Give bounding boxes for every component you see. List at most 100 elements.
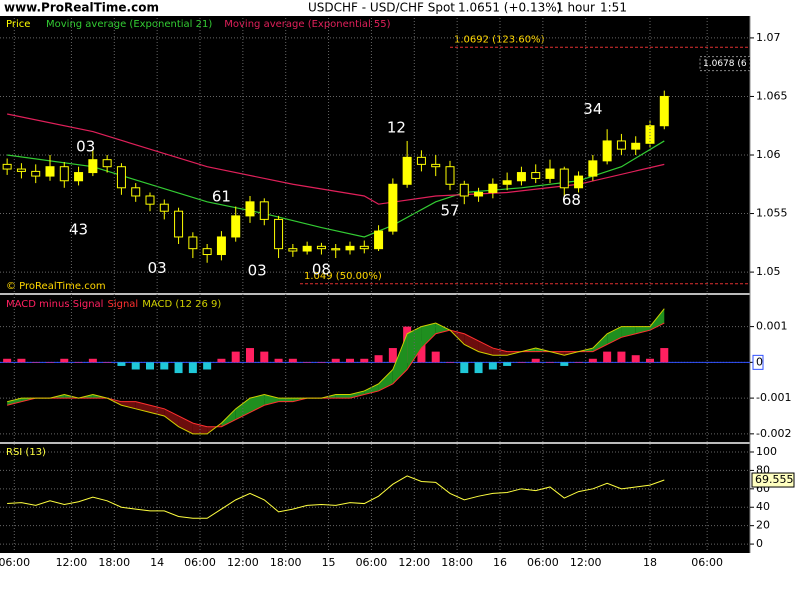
- macd-signal-fill: [178, 415, 193, 434]
- candle-body: [345, 245, 355, 251]
- histogram-bar: [617, 351, 626, 363]
- marker-box: [699, 56, 751, 72]
- marker-label: 1.0678 (6: [703, 59, 747, 69]
- candle-body: [631, 142, 641, 150]
- candle-body: [159, 203, 169, 212]
- x-tick-label: 06:00: [527, 556, 559, 569]
- macd-signal-fill: [335, 394, 350, 399]
- histogram-bar: [660, 348, 669, 363]
- macd-signal-fill: [250, 394, 265, 413]
- macd-signal-fill: [635, 326, 650, 334]
- macd-signal-fill: [192, 423, 208, 434]
- histogram-bar: [31, 362, 40, 363]
- candle-body: [459, 183, 469, 197]
- candle-body: [188, 236, 198, 250]
- histogram-bar: [60, 358, 69, 363]
- x-tick-label: 12:00: [227, 556, 259, 569]
- x-tick-label: 18:00: [98, 556, 130, 569]
- candle-body: [259, 201, 269, 220]
- histogram-bar: [488, 362, 497, 370]
- candle-body: [74, 172, 84, 182]
- histogram-bar: [131, 362, 140, 370]
- histogram-bar: [188, 362, 197, 374]
- macd-signal-fill: [650, 308, 665, 331]
- y-tick-label: 1.05: [756, 265, 781, 278]
- candle-body: [145, 195, 155, 205]
- x-tick-label: 16: [493, 556, 507, 569]
- legend-entry: MACD minus Signal: [6, 299, 103, 310]
- histogram-bar: [417, 340, 426, 363]
- histogram-bar: [160, 362, 169, 370]
- x-tick-label: 18:00: [441, 556, 473, 569]
- instrument: USDCHF - USD/CHF Spot: [308, 1, 455, 15]
- macd-signal-fill: [478, 340, 493, 356]
- candle-body: [374, 230, 384, 250]
- histogram-bar: [46, 362, 54, 363]
- y-tick-label: 1.055: [756, 207, 788, 220]
- annotation: 61: [212, 188, 231, 206]
- macd-signal-fill: [621, 326, 636, 338]
- histogram-bar: [231, 351, 240, 363]
- histogram-bar: [460, 362, 469, 374]
- annotation: 57: [440, 202, 459, 220]
- candle-body: [659, 95, 669, 127]
- candle-body: [59, 166, 69, 182]
- plot-background: [0, 16, 750, 553]
- histogram-bar: [517, 362, 526, 363]
- candle-body: [588, 160, 598, 177]
- candle-body: [602, 140, 612, 162]
- x-tick-label: 12:00: [56, 556, 88, 569]
- x-tick-label: 12:00: [570, 556, 602, 569]
- histogram-bar: [146, 362, 154, 370]
- histogram-bar: [3, 358, 12, 363]
- candle-body: [16, 168, 26, 172]
- candle-body: [45, 166, 55, 177]
- candle-body: [274, 218, 284, 250]
- y-tick-label: 40: [756, 500, 770, 513]
- candle-body: [616, 140, 626, 150]
- x-tick-label: 15: [322, 556, 336, 569]
- histogram-bar: [303, 362, 312, 363]
- annotation: 03: [248, 261, 267, 279]
- quote: 1.0651 (+0.13%): [458, 1, 561, 15]
- histogram-bar: [631, 355, 640, 363]
- x-tick-label: 18: [643, 556, 657, 569]
- histogram-bar: [431, 351, 440, 363]
- histogram-bar: [17, 358, 26, 363]
- candle-body: [316, 245, 326, 250]
- annotation: 34: [583, 100, 602, 118]
- candle-body: [2, 163, 12, 170]
- annotation: 68: [562, 191, 581, 209]
- candle-body: [231, 215, 241, 238]
- candle-body: [559, 168, 569, 189]
- histogram-bar: [274, 358, 283, 363]
- macd-line: [7, 308, 665, 435]
- x-tick-label: 06:00: [356, 556, 388, 569]
- macd-signal-fill: [607, 326, 622, 345]
- y-tick-label: 100: [756, 445, 777, 458]
- legend-entry: Price: [6, 19, 30, 30]
- candle-body: [88, 159, 98, 174]
- histogram-bar: [346, 358, 354, 363]
- y-tick-label: 0: [756, 355, 763, 368]
- value-label: 69.555: [755, 473, 794, 486]
- histogram-bar: [117, 362, 126, 366]
- macd-signal-fill: [7, 398, 22, 406]
- candle-body: [574, 175, 584, 189]
- histogram-bar: [531, 358, 540, 363]
- y-tick-label: 1.065: [756, 89, 788, 102]
- histogram-bar: [546, 362, 554, 363]
- histogram-bar: [246, 348, 254, 363]
- level-label: 1.0692 (123.60%): [454, 34, 545, 45]
- candle-body: [545, 168, 555, 179]
- clock: 1:51: [600, 1, 627, 15]
- histogram-bar: [360, 358, 369, 363]
- site-name: www.ProRealTime.com: [4, 1, 159, 15]
- candle-body: [388, 183, 398, 232]
- histogram-bar: [217, 358, 226, 363]
- moving-average: [7, 113, 665, 205]
- histogram-bar: [260, 351, 269, 363]
- macd-signal-fill: [464, 333, 479, 352]
- annotation: 03: [76, 137, 95, 155]
